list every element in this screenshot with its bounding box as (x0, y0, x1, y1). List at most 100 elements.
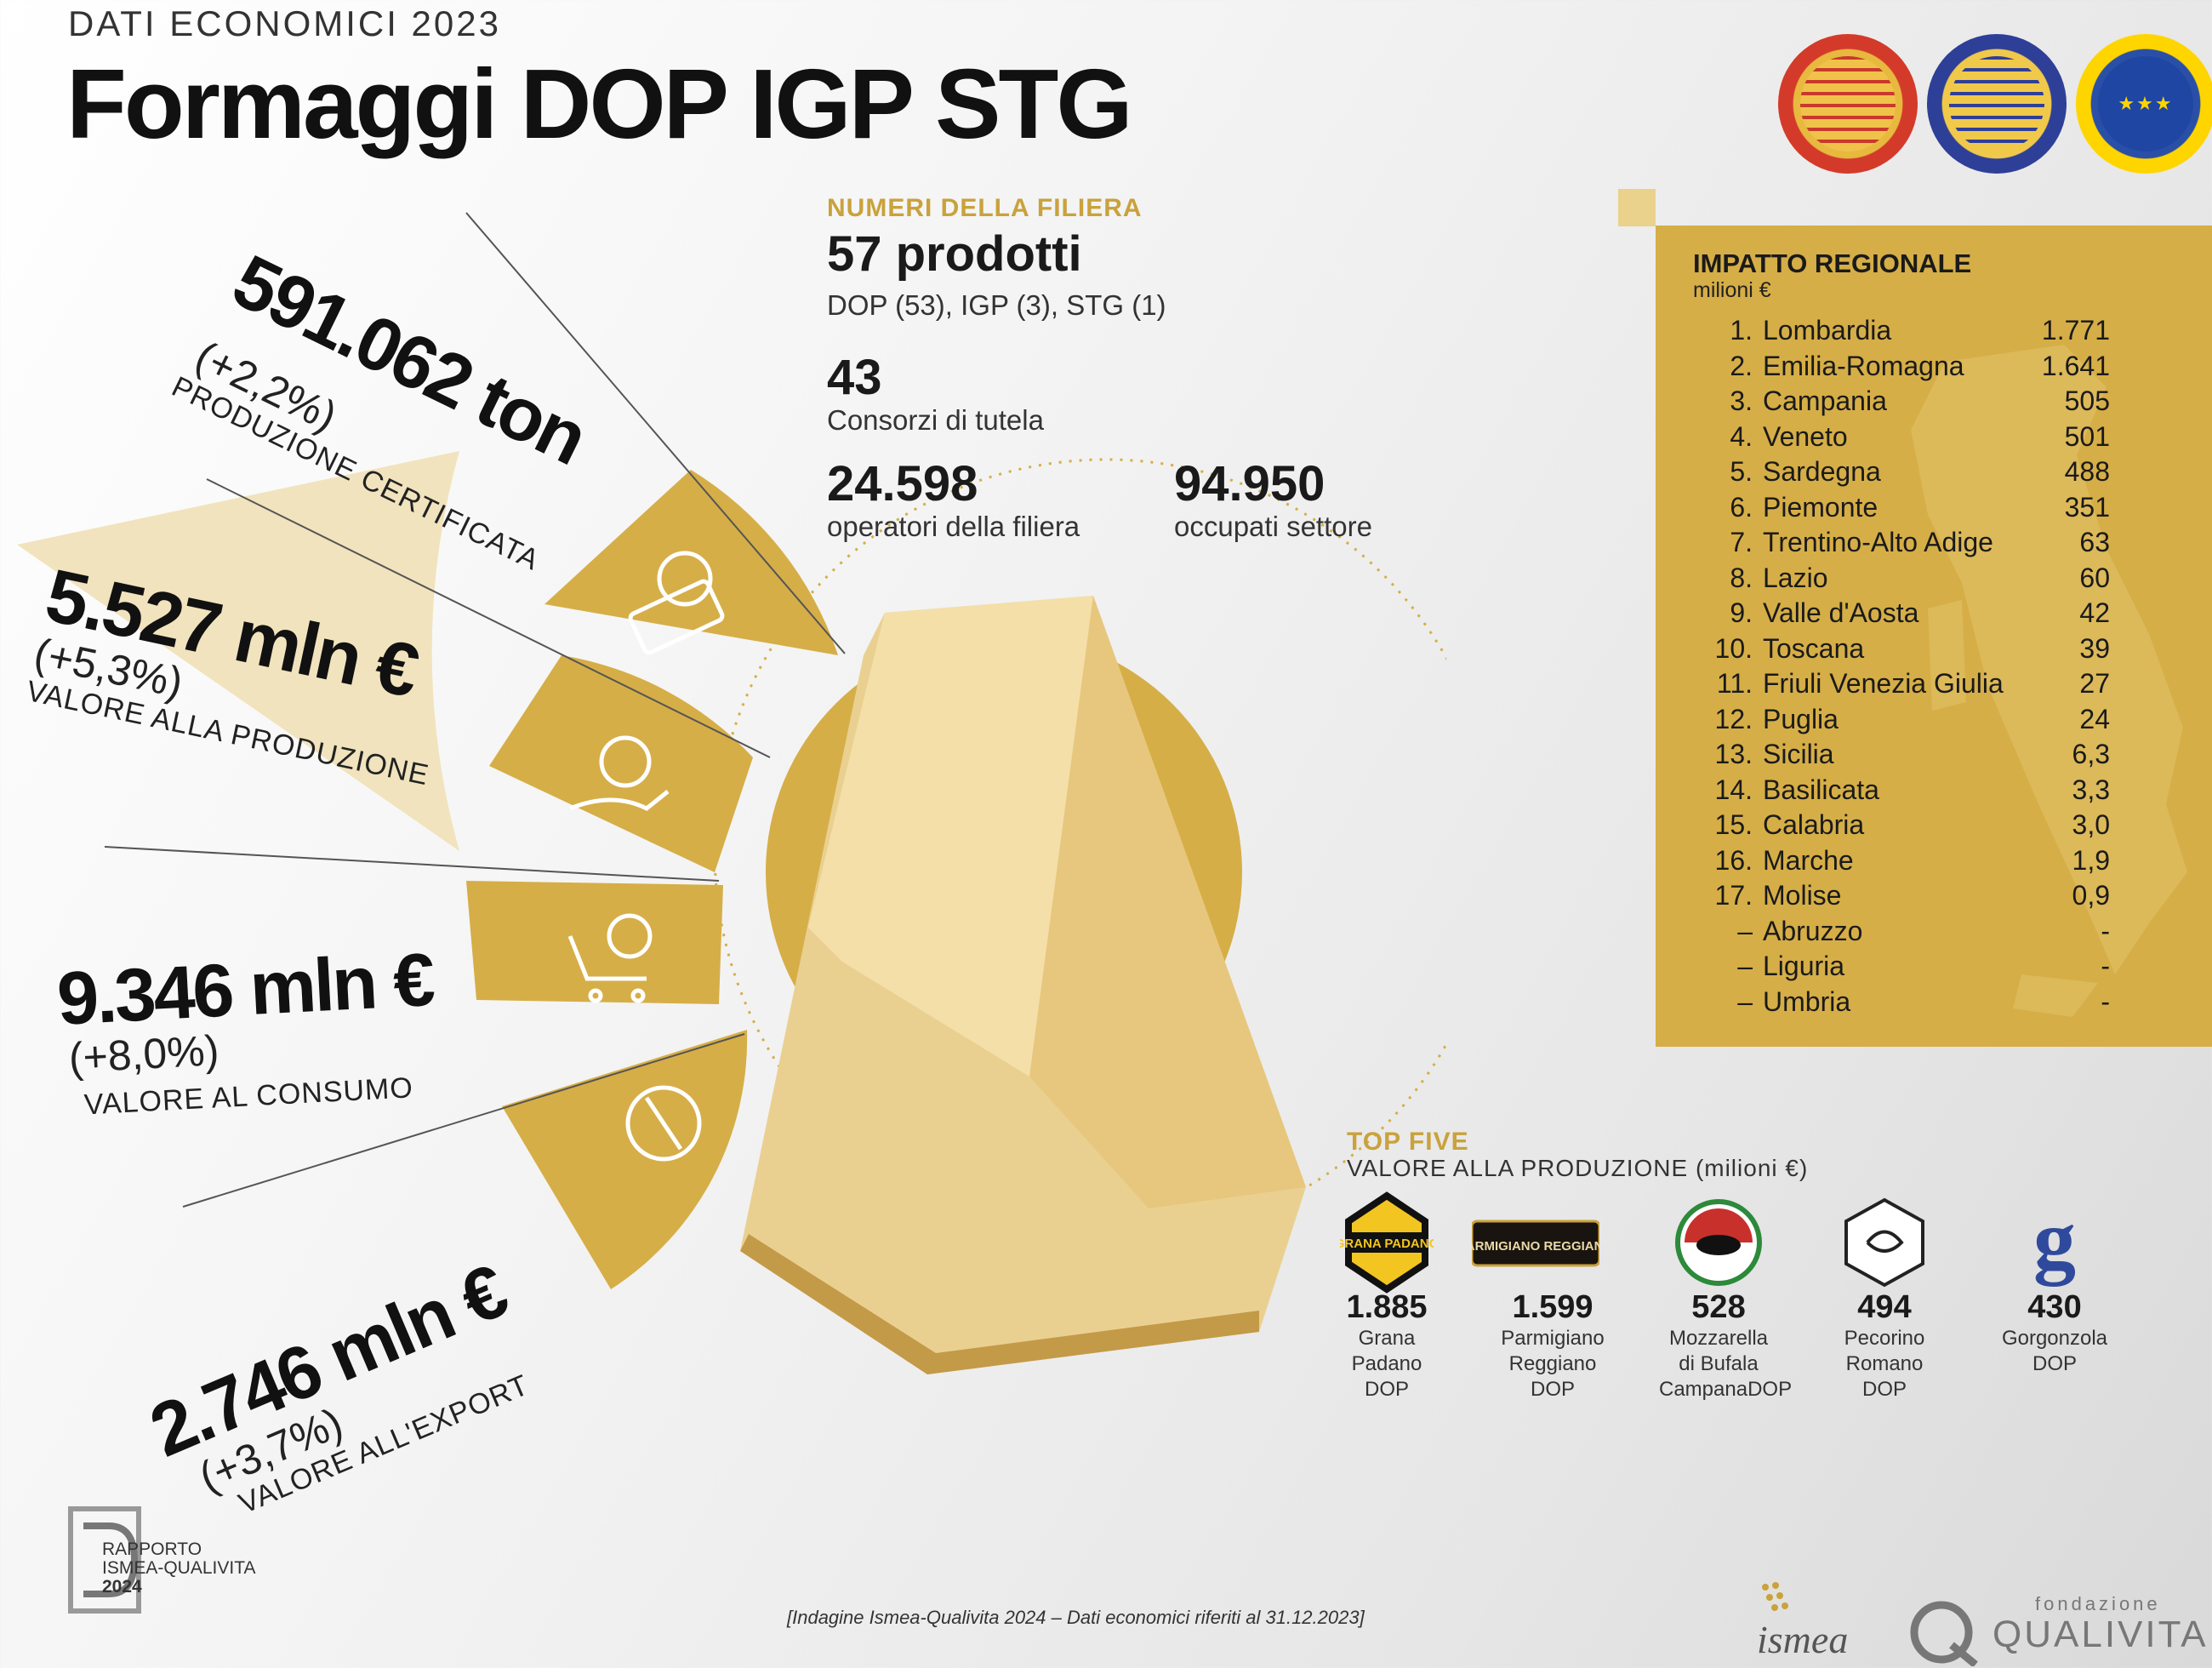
top-five-value: 494 (1857, 1289, 1912, 1325)
region-value: - (2101, 951, 2110, 982)
hand-coin-icon (569, 735, 670, 811)
operatori-label: operatori della filiera (827, 511, 1080, 542)
region-name: Friuli Venezia Giulia (1763, 668, 2004, 700)
sector-produzione (544, 470, 838, 655)
regional-row: 13. Sicilia 6,3 (1702, 737, 2110, 773)
region-name: Lombardia (1763, 315, 1892, 346)
prodotti-value: 57 prodotti (827, 226, 1082, 282)
qualivita-q-icon (1910, 1601, 1978, 1666)
pointer-line (182, 1033, 745, 1208)
region-value: 351 (2064, 491, 2110, 523)
rapporto-line2: ISMEA-QUALIVITA (102, 1558, 256, 1579)
region-value: 501 (2064, 420, 2110, 452)
top-five-name: Mozzarella di Bufala CampanaDOP (1659, 1327, 1793, 1401)
panel-tab (1618, 189, 1656, 226)
regional-title: IMPATTO REGIONALE (1693, 248, 1972, 278)
regional-row: 9. Valle d'Aosta 42 (1702, 596, 2110, 631)
regional-row: 12. Puglia 24 (1702, 702, 2110, 738)
region-rank: 1. (1730, 315, 1753, 346)
region-value: 3,3 (2072, 774, 2110, 805)
regional-row: 7. Trentino-Alto Adige 63 (1702, 525, 2110, 561)
regional-row: 14. Basilicata 3,3 (1702, 773, 2110, 808)
filiera-section-label: NUMERI DELLA FILIERA (827, 194, 1143, 222)
footer-note: [Indagine Ismea-Qualivita 2024 – Dati ec… (787, 1607, 1365, 1628)
top-five-title: TOP FIVE (1347, 1128, 1469, 1156)
region-value: 1.641 (2041, 350, 2110, 381)
region-name: Trentino-Alto Adige (1763, 527, 1993, 558)
top-five-item: g 430 Gorgonzola DOP (1961, 1196, 2148, 1377)
region-value: 60 (2079, 562, 2110, 593)
region-name: Abruzzo (1763, 915, 1863, 946)
top-five-item: 494 Pecorino Romano DOP (1791, 1196, 1978, 1402)
region-name: Molise (1763, 880, 1842, 911)
rapporto-year: 2024 (102, 1577, 142, 1597)
highlight-sector (17, 451, 459, 851)
top-five-item: PARMIGIANO REGGIANO 1.599 Parmigiano Reg… (1459, 1196, 1646, 1402)
top-five-subtitle: VALORE ALLA PRODUZIONE (milioni €) (1347, 1155, 1809, 1181)
region-value: - (2101, 915, 2110, 946)
fan-graphic (17, 212, 1446, 1374)
ismea-mark-icon (1762, 1582, 1788, 1611)
qualivita-text: QUALIVITA (1993, 1614, 2209, 1655)
parmigiano-reggiano-logo-icon: PARMIGIANO REGGIANO (1472, 1196, 1599, 1289)
region-name: Marche (1763, 844, 1854, 876)
pecorino-romano-logo-icon (1838, 1196, 1931, 1289)
region-name: Puglia (1763, 703, 1839, 734)
pointer-line (206, 478, 771, 758)
gorgonzola-logo-icon: g (2008, 1196, 2101, 1289)
sector-consumo (466, 881, 723, 1004)
regional-subtitle: milioni € (1693, 278, 1771, 302)
svg-text:PARMIGIANO REGGIANO: PARMIGIANO REGGIANO (1472, 1239, 1599, 1254)
region-name: Lazio (1763, 562, 1828, 593)
top-five-name: Parmigiano Reggiano DOP (1501, 1327, 1605, 1401)
page-title: Formaggi DOP IGP STG (66, 49, 1133, 159)
svg-text:GRANA PADANO: GRANA PADANO (1340, 1237, 1434, 1251)
region-value: - (2101, 985, 2110, 1017)
rapporto-line1: RAPPORTO (102, 1539, 202, 1559)
region-name: Basilicata (1763, 774, 1879, 805)
region-rank: 9. (1730, 597, 1753, 629)
region-rank: 17. (1714, 880, 1753, 911)
occupati-value: 94.950 (1174, 456, 1325, 511)
qualivita-small: fondazione (2035, 1593, 2161, 1614)
region-value: 42 (2079, 597, 2110, 629)
grana-padano-logo-icon: GRANA PADANO (1340, 1191, 1434, 1294)
region-rank: 13. (1714, 739, 1753, 770)
consorzi-label: Consorzi di tutela (827, 404, 1044, 436)
globe-plane-icon (625, 1085, 702, 1162)
region-name: Liguria (1763, 951, 1845, 982)
region-value: 39 (2079, 632, 2110, 664)
region-rank: 8. (1730, 562, 1753, 593)
regional-row: 3. Campania 505 (1702, 384, 2110, 420)
region-value: 505 (2064, 386, 2110, 417)
region-value: 1,9 (2072, 844, 2110, 876)
occupati-label: occupati settore (1174, 511, 1372, 542)
regional-row: 15. Calabria 3,0 (1702, 808, 2110, 843)
region-value: 24 (2079, 703, 2110, 734)
top-five-value: 1.885 (1346, 1289, 1428, 1325)
top-five-name: Pecorino Romano DOP (1844, 1327, 1925, 1401)
regional-row: 2. Emilia-Romagna 1.641 (1702, 349, 2110, 385)
pointer-line (465, 212, 846, 654)
top-five-item: 528 Mozzarella di Bufala CampanaDOP (1625, 1196, 1812, 1402)
region-rank: 3. (1730, 386, 1753, 417)
region-value: 1.771 (2041, 315, 2110, 346)
region-name: Calabria (1763, 809, 1865, 841)
regional-row: – Liguria - (1702, 949, 2110, 985)
region-name: Valle d'Aosta (1763, 597, 1919, 629)
region-name: Emilia-Romagna (1763, 350, 1964, 381)
region-rank: 6. (1730, 491, 1753, 523)
top-five-value: 1.599 (1512, 1289, 1593, 1325)
regional-row: – Umbria - (1702, 985, 2110, 1020)
regional-row: 8. Lazio 60 (1702, 561, 2110, 597)
region-rank: 14. (1714, 774, 1753, 805)
region-name: Campania (1763, 386, 1887, 417)
italy-map-icon (1911, 345, 2187, 1017)
valore-consumo-block: 9.346 mln € (+8,0%) VALORE AL CONSUMO (55, 937, 439, 1122)
region-value: 27 (2079, 668, 2110, 700)
regional-row: 1. Lombardia 1.771 (1702, 313, 2110, 349)
region-value: 488 (2064, 456, 2110, 488)
igp-seal-icon (1927, 34, 2067, 174)
rapporto-text: RAPPORTO ISMEA-QUALIVITA 2024 (102, 1539, 256, 1597)
region-name: Toscana (1763, 632, 1865, 664)
